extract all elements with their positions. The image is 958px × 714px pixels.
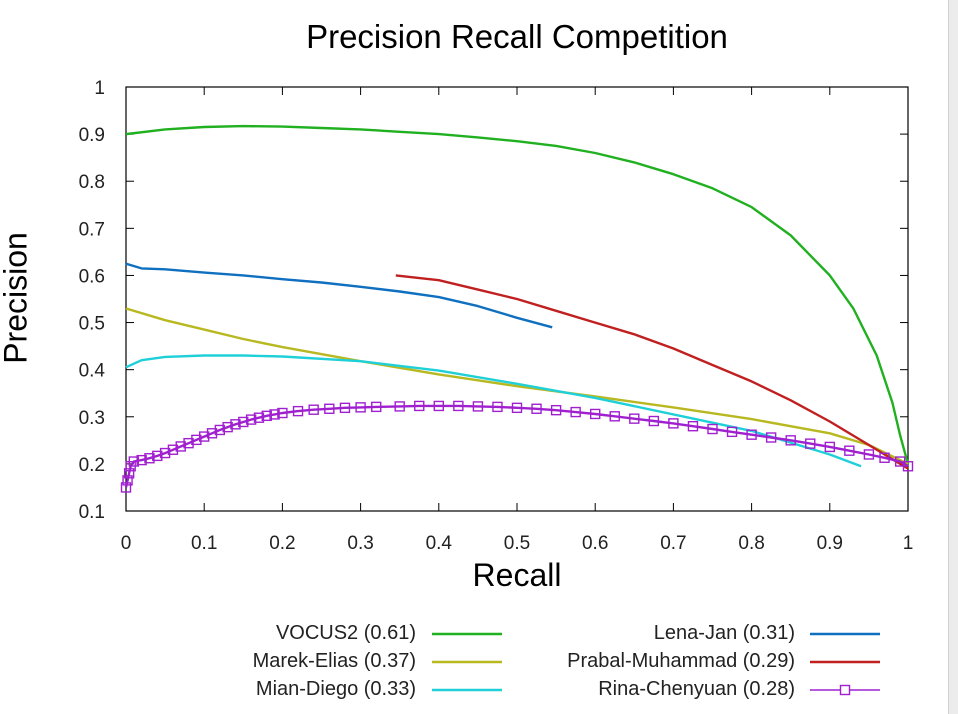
y-tick-label: 1	[94, 78, 105, 99]
series-marker-rina-chenyuan	[261, 410, 272, 422]
series-marker-rina-chenyuan	[844, 445, 855, 456]
x-tick-label: 0.2	[269, 533, 295, 554]
series-line-mian-diego	[125, 354, 862, 468]
x-axis-label: Recall	[472, 557, 562, 593]
series-marker-rina-chenyuan	[198, 431, 210, 442]
series-marker-rina-chenyuan	[144, 453, 155, 464]
series-marker-rina-chenyuan	[433, 400, 444, 412]
y-tick-label: 0.8	[79, 172, 105, 193]
y-tick-label: 0.1	[79, 502, 105, 523]
series-marker-rina-chenyuan	[824, 441, 835, 453]
series-marker-rina-chenyuan	[805, 438, 816, 449]
series-marker-rina-chenyuan	[339, 402, 351, 414]
series-marker-rina-chenyuan	[531, 403, 542, 414]
series-marker-rina-chenyuan	[492, 401, 503, 413]
x-tick-label: 0	[121, 533, 132, 554]
series-marker-rina-chenyuan	[123, 468, 135, 479]
series-marker-rina-chenyuan	[453, 400, 464, 412]
series-group	[120, 124, 914, 493]
y-tick-label: 0.2	[79, 455, 105, 476]
series-marker-rina-chenyuan	[863, 449, 875, 460]
axis-ticks: 0 0.1 0.2 0.3 0.4 0.5 0.6 0.7 0.8 0.9 1 0.1 0.2 0.3 0.…	[79, 78, 914, 554]
series-marker-rina-chenyuan	[414, 400, 425, 412]
series-marker-rina-chenyuan	[152, 450, 163, 462]
series-marker-rina-chenyuan	[570, 406, 581, 418]
chart-title: Precision Recall Competition	[306, 18, 728, 55]
series-marker-rina-chenyuan	[230, 419, 241, 430]
series-line-lena-jan	[125, 262, 553, 329]
x-tick-label: 0.5	[504, 533, 530, 554]
series-marker-rina-chenyuan	[136, 454, 147, 466]
x-tick-label: 0.1	[191, 533, 217, 554]
series-marker-rina-chenyuan	[668, 418, 679, 429]
series-marker-rina-chenyuan	[687, 421, 699, 432]
series-line-vocus2	[125, 124, 910, 465]
series-marker-rina-chenyuan	[511, 402, 523, 414]
series-marker-rina-chenyuan	[324, 403, 335, 414]
series-marker-rina-chenyuan	[206, 428, 218, 439]
y-tick-label: 0.7	[79, 219, 105, 240]
series-line-marek-elias	[125, 307, 909, 465]
series-marker-rina-chenyuan	[629, 413, 640, 424]
series-marker-rina-chenyuan	[214, 424, 226, 436]
series-marker-rina-chenyuan	[707, 423, 718, 435]
series-marker-rina-chenyuan	[253, 412, 265, 423]
series-marker-rina-chenyuan	[371, 401, 382, 413]
y-tick-label: 0.4	[79, 361, 106, 382]
series-marker-rina-chenyuan	[726, 426, 738, 438]
series-marker-rina-chenyuan	[902, 461, 914, 472]
series-marker-rina-chenyuan	[609, 411, 620, 422]
series-marker-rina-chenyuan	[269, 409, 280, 420]
series-marker-rina-chenyuan	[355, 402, 366, 413]
series-marker-rina-chenyuan	[277, 407, 288, 419]
series-line-prabal-muhammad	[395, 274, 909, 470]
x-tick-label: 0.9	[817, 533, 843, 554]
series-marker-rina-chenyuan	[245, 414, 257, 425]
series-marker-rina-chenyuan	[292, 405, 304, 417]
series-marker-rina-chenyuan	[191, 434, 202, 446]
series-marker-rina-chenyuan	[222, 421, 233, 433]
series-marker-rina-chenyuan	[128, 456, 140, 467]
series-marker-rina-chenyuan	[175, 441, 186, 452]
x-tick-label: 0.6	[582, 533, 608, 554]
y-tick-label: 0.9	[79, 125, 105, 146]
series-marker-rina-chenyuan	[159, 447, 171, 459]
series-marker-rina-chenyuan	[472, 401, 484, 412]
series-marker-rina-chenyuan	[550, 404, 562, 416]
series-marker-rina-chenyuan	[122, 475, 133, 486]
x-tick-label: 0.4	[426, 533, 453, 554]
y-tick-label: 0.6	[79, 266, 105, 287]
x-tick-label: 0.7	[660, 533, 686, 554]
series-marker-rina-chenyuan	[648, 415, 660, 427]
series-marker-rina-chenyuan	[183, 437, 194, 449]
series-marker-rina-chenyuan	[167, 444, 179, 455]
series-marker-rina-chenyuan	[765, 432, 777, 443]
series-marker-rina-chenyuan	[238, 416, 249, 428]
series-marker-rina-chenyuan	[746, 429, 757, 440]
series-marker-rina-chenyuan	[879, 452, 890, 463]
series-marker-rina-chenyuan	[308, 404, 319, 415]
series-marker-rina-chenyuan	[394, 401, 405, 412]
x-tick-label: 1	[903, 533, 914, 554]
y-tick-label: 0.3	[79, 408, 105, 429]
x-tick-label: 0.3	[347, 533, 373, 554]
x-tick-label: 0.8	[738, 533, 764, 554]
series-marker-rina-chenyuan	[785, 435, 796, 446]
y-tick-label: 0.5	[79, 314, 105, 335]
series-marker-rina-chenyuan	[590, 408, 601, 420]
series-marker-rina-chenyuan	[120, 482, 132, 493]
